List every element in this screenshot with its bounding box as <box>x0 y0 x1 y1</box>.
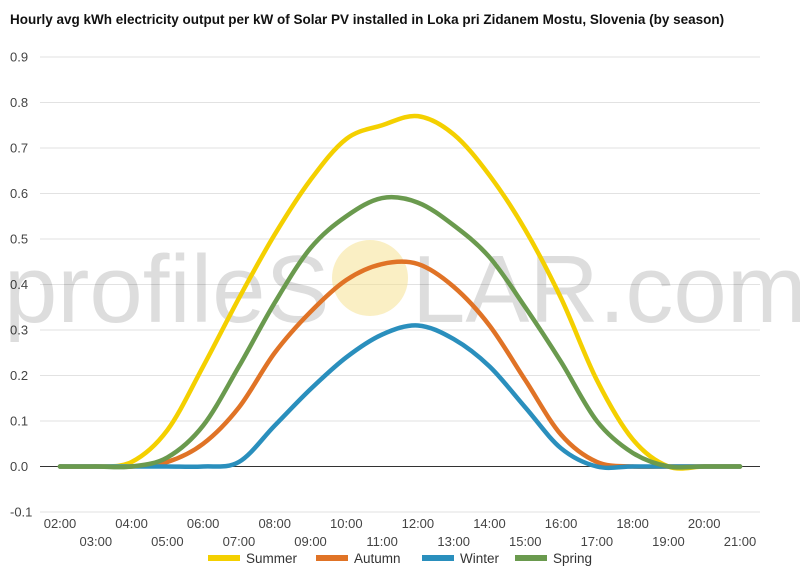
legend-label-summer: Summer <box>246 551 298 566</box>
y-tick-label: 0.8 <box>10 95 28 110</box>
x-tick-label: 14:00 <box>473 516 506 531</box>
x-tick-label: 18:00 <box>616 516 649 531</box>
legend-swatch-autumn <box>316 555 348 561</box>
y-tick-label: 0.7 <box>10 141 28 156</box>
watermark-text-right: LAR.com <box>412 236 800 343</box>
x-tick-label: 17:00 <box>581 534 614 549</box>
x-tick-label: 09:00 <box>294 534 327 549</box>
grid <box>40 56 760 513</box>
legend: Summer Autumn Winter Spring <box>208 551 592 566</box>
y-tick-label: 0.9 <box>10 50 28 65</box>
x-tick-label: 04:00 <box>115 516 148 531</box>
x-tick-label: 16:00 <box>545 516 578 531</box>
x-tick-label: 08:00 <box>258 516 291 531</box>
x-tick-label: 02:00 <box>44 516 77 531</box>
x-tick-label: 13:00 <box>437 534 470 549</box>
x-tick-label: 20:00 <box>688 516 721 531</box>
series-line-summer <box>57 113 743 471</box>
x-tick-label: 06:00 <box>187 516 220 531</box>
y-tick-label: 0.2 <box>10 368 28 383</box>
legend-swatch-spring <box>515 555 547 561</box>
legend-label-winter: Winter <box>460 551 500 566</box>
y-tick-label: -0.1 <box>10 505 32 520</box>
y-axis-labels: -0.1 0.0 0.1 0.2 0.3 0.4 0.5 0.6 0.7 0.8 0.9 <box>10 50 32 520</box>
chart-title: Hourly avg kWh electricity output per kW… <box>10 12 725 27</box>
x-tick-label: 21:00 <box>724 534 757 549</box>
y-tick-label: 0.0 <box>10 459 28 474</box>
x-tick-label: 10:00 <box>330 516 363 531</box>
y-tick-label: 0.6 <box>10 186 28 201</box>
legend-swatch-winter <box>422 555 454 561</box>
x-tick-label: 11:00 <box>366 534 398 549</box>
x-tick-label: 07:00 <box>223 534 256 549</box>
y-tick-label: 0.1 <box>10 414 28 429</box>
x-tick-label: 12:00 <box>402 516 435 531</box>
series-line-spring <box>57 194 743 470</box>
legend-label-spring: Spring <box>553 551 592 566</box>
series-lines <box>57 113 743 471</box>
x-tick-label: 03:00 <box>80 534 113 549</box>
x-axis-labels: 02:00 04:00 06:00 08:00 10:00 12:00 14:00 16:00… <box>44 516 757 549</box>
legend-swatch-summer <box>208 555 240 561</box>
x-tick-label: 19:00 <box>652 534 685 549</box>
watermark: profileS LAR.com <box>4 236 800 343</box>
x-tick-label: 15:00 <box>509 534 542 549</box>
y-tick-label: 0.4 <box>10 277 28 292</box>
watermark-text-left: profileS <box>4 236 330 343</box>
x-tick-label: 05:00 <box>151 534 184 549</box>
series-line-winter <box>57 323 743 471</box>
y-tick-label: 0.5 <box>10 232 28 247</box>
legend-label-autumn: Autumn <box>354 551 401 566</box>
watermark-sun-logo <box>332 240 408 316</box>
y-tick-label: 0.3 <box>10 323 28 338</box>
